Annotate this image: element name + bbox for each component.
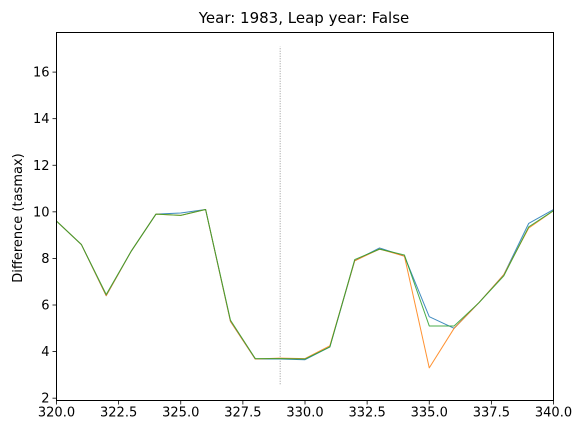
y-tick-label: 4: [41, 345, 49, 360]
x-tick-label: 335.0: [411, 406, 448, 421]
x-tick-label: 332.5: [349, 406, 386, 421]
axis-ticks: 320.0 322.5 325.0 327.5 330.0 332.5 335.0 337.5…: [33, 66, 572, 421]
y-tick-label: 12: [33, 159, 50, 174]
y-tick-label: 8: [41, 252, 49, 267]
series-line-1: [56, 209, 554, 361]
x-tick-label: 320.0: [38, 406, 75, 421]
x-tick-label: 322.5: [100, 406, 137, 421]
x-tick-label: 340.0: [535, 406, 572, 421]
y-tick-label: 14: [33, 112, 50, 127]
x-tick-label: 327.5: [224, 406, 261, 421]
x-tick-label: 330.0: [286, 406, 323, 421]
series-line-3: [56, 209, 554, 360]
y-tick-label: 6: [41, 299, 49, 314]
y-axis-label: Difference (tasmax): [11, 153, 26, 282]
series-line-2: [56, 209, 554, 369]
plot-frame: [56, 32, 554, 401]
x-tick-label: 325.0: [162, 406, 199, 421]
plot-lines: [56, 46, 554, 385]
y-tick-label: 2: [41, 392, 49, 407]
y-tick-label: 16: [33, 66, 50, 81]
x-tick-label: 337.5: [473, 406, 510, 421]
chart-title: Year: 1983, Leap year: False: [198, 9, 410, 27]
y-tick-label: 10: [33, 205, 50, 220]
